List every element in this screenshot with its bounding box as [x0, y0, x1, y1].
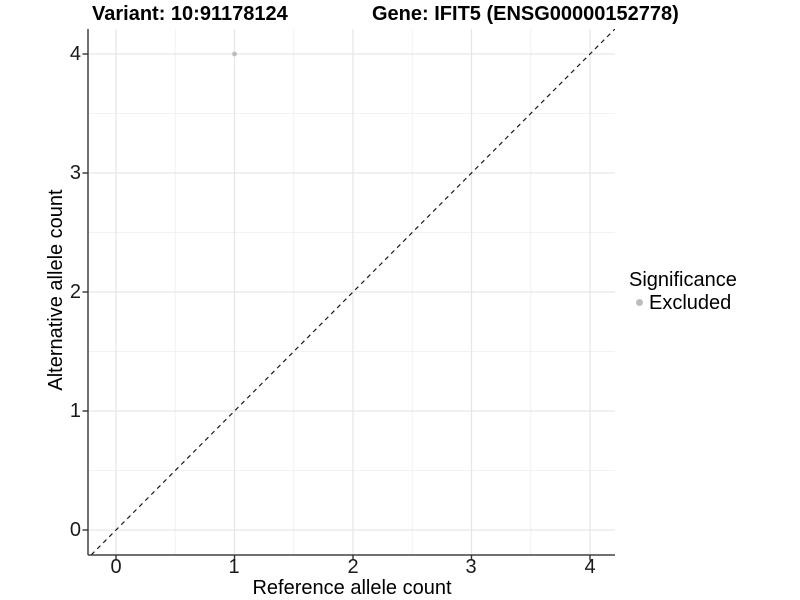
variant-title: Variant: 10:91178124 — [92, 3, 288, 25]
y-tick-label-4: 4 — [69, 43, 81, 65]
y-axis-title: Alternative allele count — [45, 189, 67, 391]
data-point — [232, 51, 237, 57]
scatter-points — [232, 51, 237, 57]
x-tick-label-0: 0 — [110, 556, 122, 578]
x-tick-label-4: 4 — [584, 556, 596, 578]
legend-excluded-dot-icon — [636, 299, 643, 306]
legend-title: Significance — [629, 269, 737, 291]
x-tick-label-3: 3 — [465, 556, 477, 578]
y-tick-label-0: 0 — [69, 519, 81, 541]
y-tick-label-2: 2 — [69, 281, 81, 303]
grid-major-lines — [88, 29, 615, 555]
axis-tick-marks — [82, 53, 591, 561]
x-tick-label-2: 2 — [347, 556, 359, 578]
y-tick-label-1: 1 — [69, 400, 81, 422]
gene-title: Gene: IFIT5 (ENSG00000152778) — [372, 3, 679, 25]
y-tick-label-3: 3 — [69, 162, 81, 184]
identity-reference-line — [90, 29, 615, 555]
x-axis-title: Reference allele count — [252, 577, 452, 599]
legend-item-excluded: Excluded — [649, 292, 732, 314]
identity-line — [90, 29, 615, 555]
x-tick-label-1: 1 — [228, 556, 240, 578]
